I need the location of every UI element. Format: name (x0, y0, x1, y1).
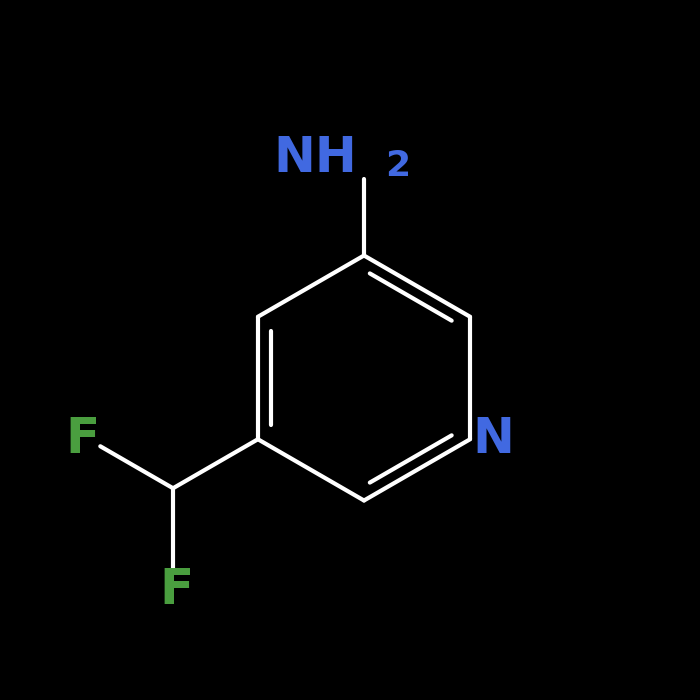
Text: F: F (66, 415, 100, 463)
Text: NH: NH (273, 134, 357, 181)
Text: 2: 2 (385, 149, 410, 183)
Text: F: F (160, 566, 194, 614)
Text: N: N (473, 415, 514, 463)
